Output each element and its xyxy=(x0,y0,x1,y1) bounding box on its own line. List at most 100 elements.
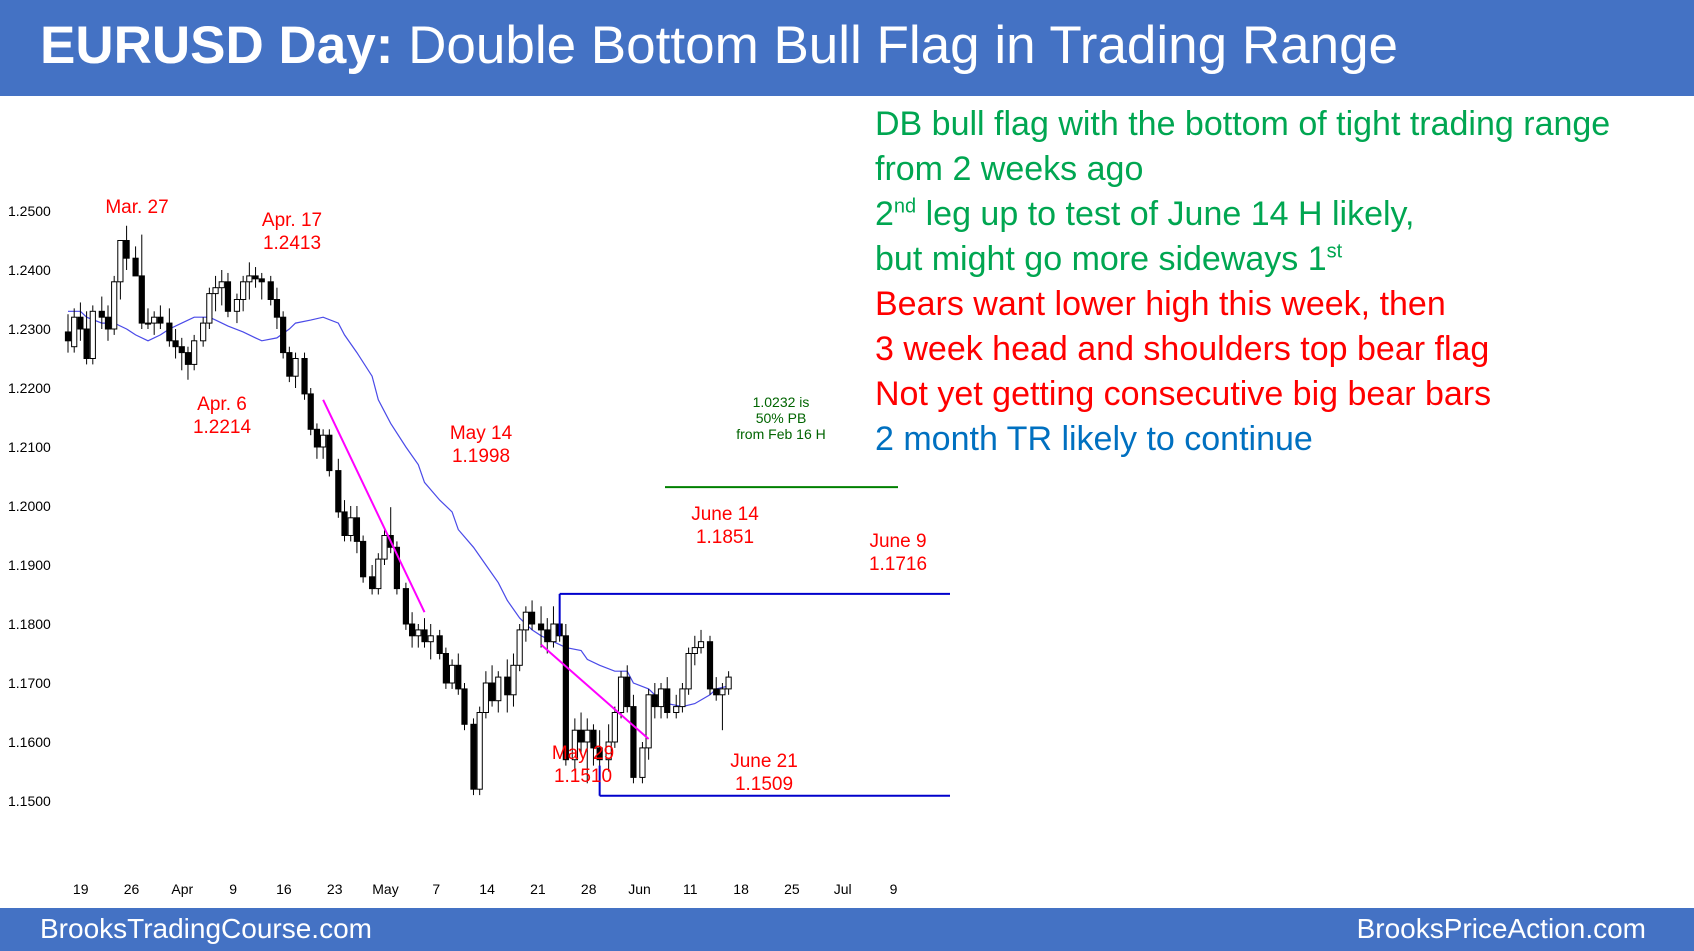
candle-body-bull xyxy=(516,629,523,666)
candle xyxy=(691,635,698,666)
x-tick-label: 7 xyxy=(432,881,440,897)
x-tick-label: 11 xyxy=(683,881,698,897)
candle xyxy=(679,683,686,713)
candle-body-bull xyxy=(240,281,247,301)
note-text: Bears want lower high this week, then xyxy=(875,285,1446,323)
candle-body-bull xyxy=(697,641,705,649)
candle-body-bear xyxy=(138,275,145,324)
candle-body-bear xyxy=(301,358,308,395)
note-line: from 2 weeks ago xyxy=(875,147,1675,192)
candle-body-bull xyxy=(415,629,422,637)
pullback-note-label: 1.0232 is xyxy=(753,394,810,410)
candle xyxy=(617,671,625,719)
candle-body-bear xyxy=(83,328,90,359)
candle xyxy=(144,308,152,329)
candle xyxy=(510,653,517,707)
candle-body-bull xyxy=(427,635,434,643)
candle-body-bear xyxy=(178,346,185,354)
y-tick-label: 1.1800 xyxy=(8,616,51,632)
candle xyxy=(71,308,78,353)
candle-body-bear xyxy=(166,322,173,342)
candle-body-bull xyxy=(673,706,680,713)
note-line: 3 week head and shoulders top bear flag xyxy=(875,327,1675,372)
footer-right-site[interactable]: BrooksPriceAction.com xyxy=(1356,913,1646,944)
candle-body-bear xyxy=(157,316,164,324)
candle xyxy=(544,618,551,654)
footer-left-site[interactable]: BrooksTradingCourse.com xyxy=(40,913,372,944)
x-tick-label: 9 xyxy=(890,881,898,897)
trend-line-2 xyxy=(540,643,650,740)
candle xyxy=(252,267,259,288)
note-line: but might go more sideways 1st xyxy=(875,237,1675,282)
footer-bar xyxy=(0,908,1694,951)
candle xyxy=(461,683,468,731)
title-rest: Double Bottom Bull Flag in Trading Range xyxy=(393,16,1399,75)
candle-body-bull xyxy=(144,322,152,325)
candle-body-bull xyxy=(233,299,241,312)
candle xyxy=(476,706,483,796)
candle xyxy=(577,712,585,754)
candle xyxy=(104,305,112,341)
candle-body-bull xyxy=(218,281,225,289)
candle-body-bear xyxy=(258,278,265,283)
candle xyxy=(719,683,726,731)
candle-body-bull xyxy=(584,729,591,743)
note-text: Not yet getting consecutive big bear bar… xyxy=(875,375,1492,413)
candle-body-bull xyxy=(381,535,388,560)
candle-body-bull xyxy=(522,611,529,631)
candle xyxy=(651,683,658,719)
candle-body-bull xyxy=(611,712,618,743)
candle-body-bear xyxy=(706,641,714,690)
swing-label: Apr. 17 xyxy=(262,210,322,231)
candle xyxy=(409,612,416,648)
swing-label: 1.2214 xyxy=(193,417,252,438)
title-bar xyxy=(0,0,1694,96)
candle-body-bear xyxy=(590,729,597,749)
candle xyxy=(550,606,557,648)
candle xyxy=(685,647,692,695)
candle xyxy=(307,388,314,436)
candle-body-bull xyxy=(550,623,557,643)
pullback-note-label: 50% PB xyxy=(756,410,807,426)
candle-body-bear xyxy=(630,706,637,778)
candle xyxy=(571,718,578,772)
swing-label: 1.1998 xyxy=(452,446,510,467)
candle-body-bear xyxy=(184,352,192,365)
candle-body-bear xyxy=(286,352,293,377)
candle xyxy=(427,624,434,660)
candle-body-bull xyxy=(719,688,726,696)
candle xyxy=(415,624,422,648)
note-line: Not yet getting consecutive big bear bar… xyxy=(875,372,1675,417)
candle xyxy=(123,225,130,270)
note-text: from 2 weeks ago xyxy=(875,150,1144,188)
candle-body-bear xyxy=(335,470,342,513)
candle xyxy=(639,742,646,784)
candle xyxy=(516,624,523,672)
candle xyxy=(178,337,185,371)
note-text: 3 week head and shoulders top bear flag xyxy=(875,330,1490,368)
candle xyxy=(455,653,462,695)
candle xyxy=(184,346,192,380)
candle-body-bear xyxy=(341,511,348,536)
candle-body-bull xyxy=(206,293,213,324)
swing-label: June 9 xyxy=(869,531,926,552)
candle xyxy=(657,683,665,719)
candle-body-bear xyxy=(624,676,631,708)
candle-body-bear xyxy=(393,546,401,590)
x-tick-label: 9 xyxy=(229,881,237,897)
swing-label: June 14 xyxy=(691,504,759,525)
candle xyxy=(673,694,680,719)
candle-body-bear xyxy=(544,629,551,643)
candle xyxy=(495,671,502,713)
candle-body-bear xyxy=(504,676,511,696)
candle-body-bear xyxy=(273,299,281,318)
y-tick-label: 1.2300 xyxy=(8,321,51,337)
candle-body-bear xyxy=(442,653,449,684)
candle-body-bear xyxy=(528,611,536,625)
candle xyxy=(448,659,456,689)
pullback-note-label: from Feb 16 H xyxy=(736,426,825,442)
candle xyxy=(326,429,333,477)
candle-body-bull xyxy=(292,358,299,377)
candle xyxy=(706,635,714,695)
candle-body-bear xyxy=(596,747,603,761)
